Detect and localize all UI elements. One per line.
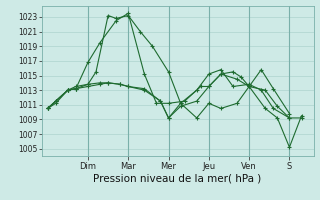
X-axis label: Pression niveau de la mer( hPa ): Pression niveau de la mer( hPa ) bbox=[93, 173, 262, 183]
